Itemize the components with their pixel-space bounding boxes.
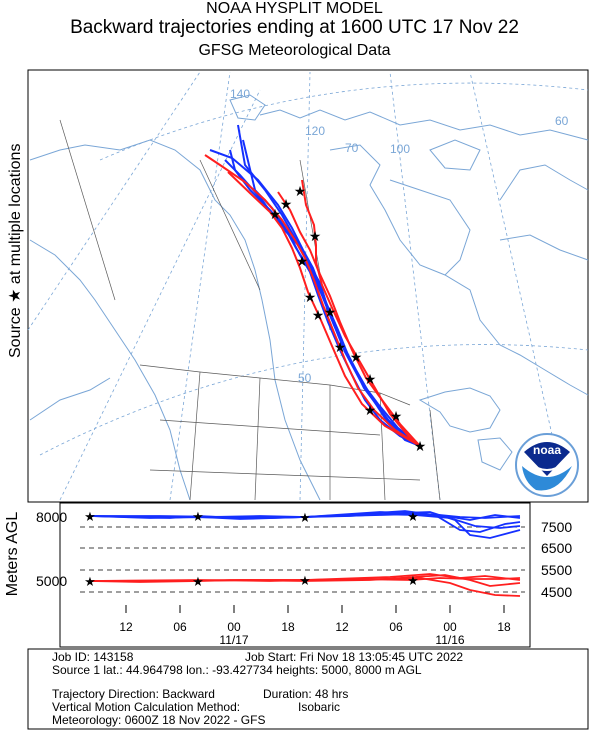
trajectory-direction: Trajectory Direction: Backward — [52, 687, 215, 701]
model-title: NOAA HYSPLIT MODEL — [206, 0, 383, 17]
vertical-motion-label: Vertical Motion Calculation Method: — [52, 700, 241, 714]
graticule-labels: 140 120 100 70 60 50 — [230, 87, 569, 385]
profile-star: ★ — [407, 574, 419, 589]
x-tick-label: 06 — [389, 620, 403, 634]
profile-y-right-axis: 7500 6500 5500 4500 — [541, 519, 572, 600]
graticule-label: 50 — [298, 371, 312, 385]
y-left-tick-label: 5000 — [36, 573, 67, 589]
noaa-logo: noaa — [514, 432, 580, 503]
date-label: 11/16 — [435, 633, 464, 647]
chart-title: Backward trajectories ending at 1600 UTC… — [70, 17, 519, 38]
profile-star: ★ — [407, 510, 419, 525]
x-tick-label: 00 — [227, 620, 241, 634]
date-label: 11/17 — [219, 633, 248, 647]
trajectories-5000m — [204, 154, 421, 447]
profile-markers: ★ ★ ★ ★ ★ ★ ★ ★ — [84, 510, 419, 590]
profile-star: ★ — [84, 510, 96, 525]
y-right-tick-label: 6500 — [541, 540, 572, 556]
profile-y-left-axis: 8000 5000 — [36, 509, 67, 589]
x-tick-label: 18 — [497, 620, 511, 634]
trajectory-markers: ★ ★ ★ ★ ★ ★ ★ ★ ★ ★ ★ ★ ★ ★ — [269, 184, 427, 455]
profile-star: ★ — [84, 575, 96, 590]
trajectory-star: ★ — [312, 308, 325, 324]
info-frame — [27, 648, 589, 730]
y-right-tick-label: 7500 — [541, 519, 572, 535]
noaa-logo-text: noaa — [533, 443, 561, 457]
trajectory-star: ★ — [296, 254, 309, 270]
trajectory-star: ★ — [324, 305, 337, 321]
trajectory-star: ★ — [294, 184, 307, 200]
job-id: Job ID: 143158 — [52, 650, 134, 664]
profile-star: ★ — [299, 574, 311, 589]
x-tick-label: 12 — [119, 620, 133, 634]
vertical-motion-value: Isobaric — [298, 700, 341, 714]
trajectory-star: ★ — [304, 290, 317, 306]
profile-star: ★ — [299, 511, 311, 526]
trajectory-star: ★ — [390, 409, 403, 425]
trajectory-star: ★ — [280, 197, 293, 213]
x-tick-label: 18 — [281, 620, 295, 634]
trajectory-star: ★ — [269, 207, 282, 223]
meteorology-info: Meteorology: 0600Z 18 Nov 2022 - GFS — [52, 713, 266, 727]
graticule-label: 70 — [345, 141, 359, 155]
source-info: Source 1 lat.: 44.964798 lon.: -93.42773… — [52, 663, 422, 677]
meteorology-title: GFSG Meteorological Data — [198, 42, 391, 59]
trajectory-star: ★ — [364, 372, 377, 388]
profile-star: ★ — [192, 575, 204, 590]
map-coastlines — [29, 94, 589, 501]
trajectory-star: ★ — [350, 350, 363, 366]
trajectory-star: ★ — [309, 229, 322, 245]
map-borders — [59, 119, 441, 501]
x-tick-label: 00 — [443, 620, 457, 634]
y-right-tick-label: 5500 — [541, 562, 572, 578]
y-right-tick-label: 4500 — [541, 584, 572, 600]
graticule-label: 140 — [230, 87, 250, 101]
x-tick-label: 12 — [335, 620, 349, 634]
job-start: Job Start: Fri Nov 18 13:05:45 UTC 2022 — [245, 650, 464, 664]
duration: Duration: 48 hrs — [263, 687, 349, 701]
graticule-label: 60 — [555, 114, 569, 128]
trajectory-star: ★ — [364, 403, 377, 419]
profile-5000m — [89, 573, 521, 597]
graticule-label: 100 — [390, 142, 410, 156]
profile-x-axis: 12 06 00 18 12 06 00 18 11/17 11/16 — [119, 605, 511, 647]
trajectory-star: ★ — [334, 340, 347, 356]
graticule-label: 120 — [305, 124, 325, 138]
source-star: ★ — [414, 439, 427, 455]
profile-star: ★ — [192, 510, 204, 525]
graticule — [27, 71, 589, 501]
x-tick-label: 06 — [173, 620, 187, 634]
profile-gridlines — [80, 526, 525, 593]
profile-8000m — [89, 510, 521, 539]
y-left-tick-label: 8000 — [36, 509, 67, 525]
